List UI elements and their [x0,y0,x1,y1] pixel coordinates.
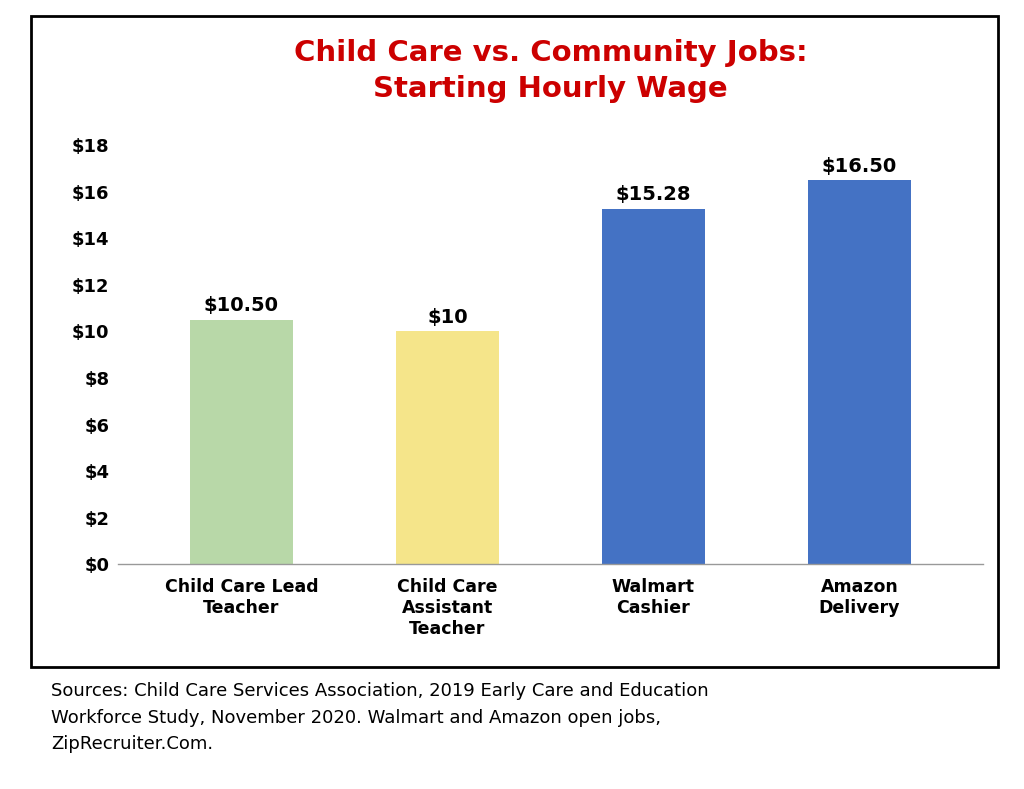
Text: $10.50: $10.50 [204,296,279,315]
Bar [602,208,705,564]
Text: $15.28: $15.28 [615,185,691,204]
Bar [808,180,911,564]
Bar [189,320,293,564]
Text: $16.50: $16.50 [822,156,897,176]
Bar [396,331,499,564]
Text: Sources: Child Care Services Association, 2019 Early Care and Education
Workforc: Sources: Child Care Services Association… [51,682,709,753]
Text: $10: $10 [427,308,468,327]
Text: Child Care vs. Community Jobs:
Starting Hourly Wage: Child Care vs. Community Jobs: Starting … [294,39,807,103]
